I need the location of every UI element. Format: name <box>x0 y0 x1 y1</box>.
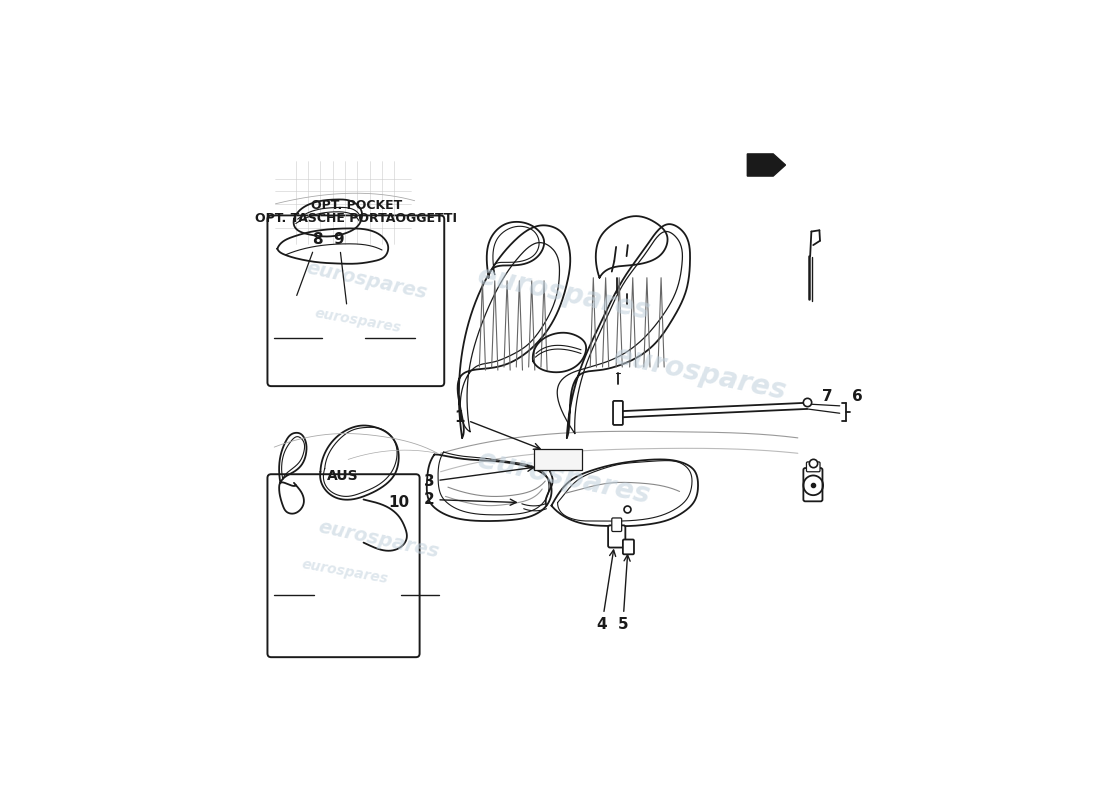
FancyBboxPatch shape <box>623 539 634 554</box>
Text: 3: 3 <box>424 466 534 489</box>
Text: eurospares: eurospares <box>475 446 652 510</box>
FancyBboxPatch shape <box>267 215 444 386</box>
FancyBboxPatch shape <box>608 526 625 547</box>
Text: OPT. TASCHE PORTAOGGETTI: OPT. TASCHE PORTAOGGETTI <box>255 212 458 225</box>
Text: AUS: AUS <box>328 470 359 483</box>
Text: 5: 5 <box>617 555 630 632</box>
Text: eurospares: eurospares <box>317 518 441 562</box>
Polygon shape <box>747 154 785 176</box>
FancyBboxPatch shape <box>534 449 582 470</box>
Text: 10: 10 <box>388 495 409 510</box>
Text: 9: 9 <box>333 232 346 304</box>
FancyBboxPatch shape <box>612 518 621 531</box>
Text: eurospares: eurospares <box>475 261 652 325</box>
Text: OPT. POCKET: OPT. POCKET <box>310 199 402 213</box>
Text: eurospares: eurospares <box>610 342 788 405</box>
FancyBboxPatch shape <box>613 401 623 425</box>
Text: 2: 2 <box>424 492 516 507</box>
Text: 8: 8 <box>297 232 322 295</box>
Text: 6: 6 <box>852 389 862 404</box>
Text: eurospares: eurospares <box>300 557 389 586</box>
Text: 7: 7 <box>823 389 833 404</box>
FancyBboxPatch shape <box>806 462 820 472</box>
Text: 4: 4 <box>596 550 616 632</box>
Text: eurospares: eurospares <box>314 306 402 335</box>
Text: eurospares: eurospares <box>305 258 429 303</box>
FancyBboxPatch shape <box>267 474 419 657</box>
Text: 1: 1 <box>454 410 540 450</box>
FancyBboxPatch shape <box>803 468 823 502</box>
